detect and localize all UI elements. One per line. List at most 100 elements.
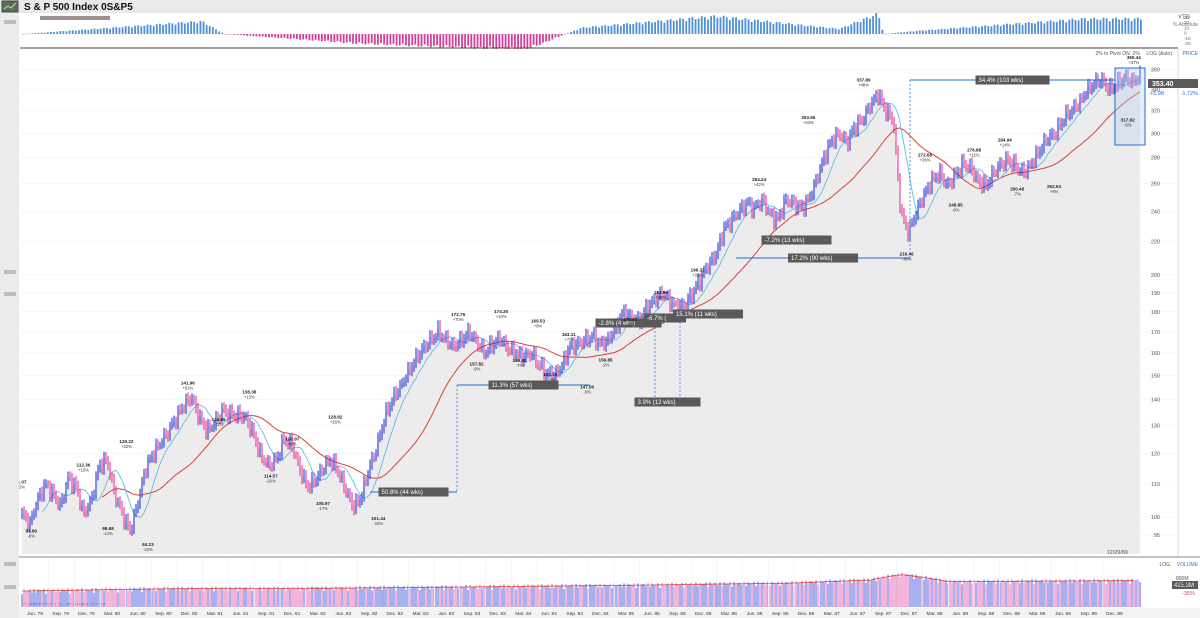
date-axis-bg — [0, 608, 1200, 618]
ytd-bar-227 — [728, 20, 731, 34]
ytd-bar-244 — [781, 24, 784, 34]
ytd-bar-208 — [669, 19, 672, 34]
ytd-bar-323 — [1027, 21, 1030, 34]
ytd-bar-242 — [775, 22, 778, 34]
ytd-bar-142 — [464, 34, 467, 49]
ytd-bar-233 — [747, 19, 750, 34]
sidebar-handle-2[interactable] — [4, 270, 16, 274]
annotation-pct-12: -17% — [318, 506, 328, 511]
ytd-bar-61 — [211, 27, 214, 34]
y-tick-label-16: 300 — [1151, 131, 1160, 137]
annotation-pct-34: -7% — [1013, 192, 1021, 197]
ytd-bar-133 — [436, 34, 438, 46]
app-icon[interactable] — [1, 0, 19, 13]
base-label-4: 15.1% (11 wks) — [676, 312, 717, 318]
annotation-pct-4: +22% — [121, 444, 132, 449]
ytd-bar-240 — [769, 21, 772, 34]
annotation-pct-23: +6% — [626, 322, 635, 327]
base-label-bg-6 — [761, 235, 832, 245]
ytd-bar-292 — [931, 29, 934, 34]
x-tick-label-14: Dec. 82 — [387, 611, 404, 617]
ytd-bar-30 — [115, 26, 118, 34]
ytd-bar-190 — [613, 24, 616, 34]
ytd-bar-313 — [996, 24, 999, 34]
ytd-tick-3: 0 — [1184, 31, 1187, 36]
ytd-bar-336 — [1068, 19, 1071, 34]
ytd-bar-180 — [582, 27, 585, 34]
ytd-bar-51 — [180, 22, 183, 34]
scale-label[interactable]: LOG (Auto) — [1146, 51, 1172, 57]
sidebar-handle-5[interactable] — [4, 585, 16, 589]
ytd-bar-236 — [756, 19, 759, 34]
ytd-bar-174 — [563, 34, 566, 35]
annotation-pct-37: -6% — [1124, 122, 1132, 127]
annotation-pct-20: -10% — [545, 377, 555, 382]
x-tick-label-34: Dec. 87 — [901, 611, 918, 617]
x-tick-label-26: Dec. 85 — [695, 611, 712, 617]
ytd-bar-185 — [598, 27, 600, 34]
ytd-bar-276 — [881, 29, 884, 34]
ytd-bar-302 — [962, 27, 965, 34]
annotation-price-24: 183.95 — [654, 290, 668, 295]
ytd-bar-231 — [741, 19, 744, 34]
annotation-price-36: 360.44 — [1127, 55, 1141, 60]
x-tick-label-30: Dec. 86 — [798, 611, 815, 617]
ytd-bar-206 — [663, 22, 666, 34]
ytd-bar-197 — [635, 22, 638, 34]
ytd-bar-268 — [856, 21, 859, 34]
ytd-bar-266 — [850, 24, 853, 34]
ytd-bar-195 — [629, 24, 632, 34]
x-tick-label-33: Sep. 87 — [875, 611, 892, 617]
annotation-price-20: 153.15 — [543, 372, 557, 377]
ytd-bar-56 — [196, 23, 199, 34]
ytd-bar-76 — [258, 34, 261, 37]
sidebar-handle-3[interactable] — [4, 292, 16, 296]
x-tick-label-5: Sep. 80 — [155, 611, 172, 617]
ytd-bar-52 — [183, 23, 186, 34]
sidebar-handle-4[interactable] — [4, 562, 16, 566]
x-tick-label-7: Mar. 81 — [207, 611, 223, 617]
x-tick-label-10: Dec. 81 — [284, 611, 301, 617]
ytd-bar-158 — [514, 34, 516, 50]
sidebar-handle-1[interactable] — [4, 20, 16, 24]
price-change-pct: -1.72% — [1181, 91, 1199, 97]
ytd-bar-165 — [535, 34, 538, 46]
ytd-bar-23 — [93, 28, 96, 34]
x-tick-label-35: Mar. 88 — [927, 611, 943, 617]
ytd-bar-10 — [53, 31, 55, 34]
ytd-bar-327 — [1040, 21, 1043, 34]
ytd-bar-216 — [694, 19, 697, 34]
ytd-bar-200 — [644, 21, 647, 34]
ytd-bar-275 — [878, 18, 881, 34]
ytd-bar-28 — [109, 28, 111, 34]
ytd-bar-337 — [1071, 18, 1074, 34]
ytd-bar-116 — [383, 34, 386, 45]
x-tick-label-27: Mar. 86 — [721, 611, 737, 617]
ytd-bar-207 — [666, 19, 669, 34]
ytd-bar-230 — [738, 19, 741, 34]
annotation-price-18: 169.53 — [531, 319, 545, 324]
ytd-bar-44 — [159, 23, 161, 34]
annotation-price-29: 216.46 — [900, 251, 914, 256]
ytd-bar-248 — [794, 25, 797, 34]
annotation-price-37: 317.62 — [1121, 117, 1135, 122]
ytd-bar-85 — [286, 34, 289, 39]
ytd-bar-318 — [1012, 24, 1015, 34]
annotation-pct-10: +8% — [288, 442, 297, 447]
base-label-bg-2 — [595, 318, 662, 328]
ytd-bar-329 — [1046, 21, 1049, 34]
ytd-bar-286 — [912, 31, 915, 34]
ytd-bar-94 — [314, 34, 317, 40]
ytd-bar-115 — [380, 34, 382, 44]
ytd-bar-181 — [585, 27, 588, 34]
annotation-pct-29: -36% — [902, 256, 912, 261]
ytd-bar-87 — [292, 34, 295, 39]
x-tick-label-16: Jun. 83 — [438, 611, 454, 617]
y-tick-label-1: 100 — [1151, 515, 1160, 521]
ytd-bar-54 — [190, 21, 192, 34]
pivot-text: 2% to Pivot ON -2% — [1096, 51, 1141, 57]
base-label-2: -2.8% (4 wks) — [599, 321, 636, 327]
annotation-price-2: 112.36 — [77, 462, 91, 467]
annotation-pct-7: -12% — [214, 422, 224, 427]
price-annotations: 1.072%97.89-6%112.36+15%98.68-12%120.22+… — [18, 55, 1142, 552]
